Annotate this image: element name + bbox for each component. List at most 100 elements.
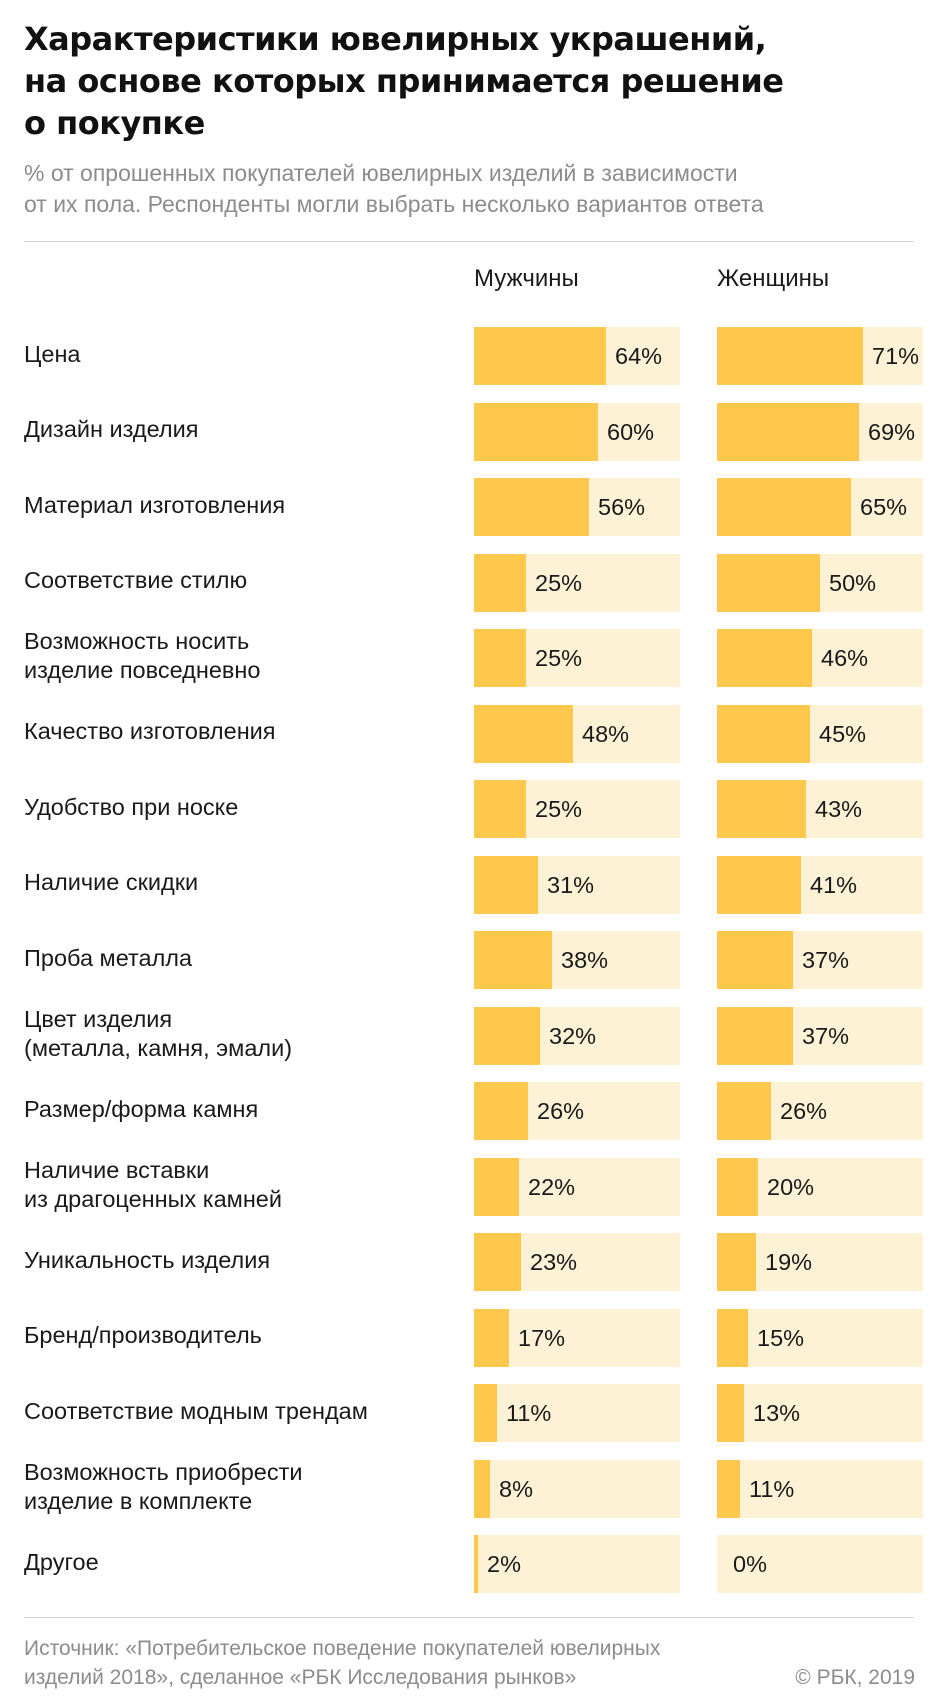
category-label: Бренд/производитель <box>24 1322 262 1348</box>
bar-men <box>474 1308 509 1367</box>
category-label: Цена <box>24 340 81 367</box>
bar-women <box>717 1006 793 1065</box>
value-label-women: 20% <box>767 1173 815 1200</box>
bar-women <box>717 931 793 989</box>
bar-men <box>474 1157 519 1216</box>
bar-men <box>474 1006 540 1065</box>
category-label: Наличие скидки <box>24 869 199 895</box>
chart-title: Характеристики ювелирных украшений, на о… <box>24 20 784 142</box>
bar-track-men: 31% <box>474 855 680 914</box>
value-label-women: 46% <box>821 645 869 671</box>
value-label-women: 41% <box>810 871 858 898</box>
chart-subtitle: % от опрошенных покупателей ювелирных из… <box>24 160 764 217</box>
category-label: Другое <box>24 1548 99 1575</box>
bar-track-women: 69% <box>717 402 923 461</box>
value-label-women: 71% <box>872 343 920 369</box>
bar-men <box>474 1082 528 1140</box>
bottom-divider <box>24 1617 914 1618</box>
bar-women <box>717 780 806 838</box>
bar-track-men: 56% <box>474 478 680 536</box>
category-label: Удобство при носке <box>24 793 239 820</box>
bar-women <box>717 327 863 385</box>
bar-men <box>474 780 526 838</box>
value-label-men: 25% <box>535 796 583 822</box>
bar-men <box>474 931 552 989</box>
value-label-women: 19% <box>765 1249 813 1275</box>
bar-track-women: 45% <box>717 704 923 763</box>
value-label-men: 26% <box>537 1098 585 1124</box>
value-label-women: 43% <box>815 796 863 822</box>
bar-track-women: 13% <box>717 1384 923 1442</box>
category-label: Проба металла <box>24 944 193 971</box>
bar-track-women: 71% <box>717 327 923 385</box>
bar-track-women: 46% <box>717 629 923 687</box>
value-label-men: 56% <box>598 494 646 520</box>
category-label: Возможность носить изделие повседневно <box>24 628 261 683</box>
bar-track-women: 11% <box>717 1459 923 1518</box>
bar-women <box>717 1233 756 1291</box>
bar-women <box>717 629 812 687</box>
bar-track-women: 37% <box>717 931 923 989</box>
value-label-men: 48% <box>582 720 630 747</box>
bar-track-men: 60% <box>474 402 680 461</box>
bar-track-women: 50% <box>717 553 923 612</box>
bar-women <box>717 1157 758 1216</box>
value-label-men: 64% <box>615 343 663 369</box>
value-label-women: 13% <box>753 1400 801 1426</box>
value-label-men: 60% <box>607 418 655 445</box>
category-label: Соответствие стилю <box>24 567 248 593</box>
bar-track-men: 25% <box>474 780 680 838</box>
bar-women <box>717 1308 748 1367</box>
value-label-women: 50% <box>829 569 877 596</box>
bar-track-men: 11% <box>474 1384 680 1442</box>
bar-men <box>474 629 526 687</box>
bar-track-women: 19% <box>717 1233 923 1291</box>
value-label-women: 65% <box>860 494 908 520</box>
bar-track-men: 64% <box>474 327 680 385</box>
value-label-women: 11% <box>749 1475 795 1502</box>
value-label-women: 0% <box>733 1551 767 1577</box>
value-label-women: 37% <box>802 947 850 973</box>
bar-track-men: 25% <box>474 553 680 612</box>
bar-track-men: 2% <box>474 1535 680 1593</box>
bar-track-men: 22% <box>474 1157 680 1216</box>
bar-men <box>474 402 598 461</box>
top-divider <box>24 241 914 242</box>
bar-women <box>717 553 820 612</box>
bar-track-men: 26% <box>474 1082 680 1140</box>
value-label-men: 25% <box>535 645 583 671</box>
category-label: Размер/форма камня <box>24 1095 259 1122</box>
value-label-men: 32% <box>549 1022 597 1049</box>
bar-women <box>717 1384 744 1442</box>
value-label-men: 11% <box>506 1400 552 1426</box>
value-label-men: 23% <box>530 1249 578 1275</box>
category-label: Уникальность изделия <box>24 1246 271 1273</box>
value-label-men: 17% <box>518 1324 566 1351</box>
bar-women <box>717 1459 740 1518</box>
bar-men <box>474 1233 521 1291</box>
bar-men <box>474 553 526 612</box>
source-note: Источник: «Потребительское поведение пок… <box>24 1637 661 1689</box>
bar-track-women: 37% <box>717 1006 923 1065</box>
category-label: Материал изготовления <box>24 491 286 518</box>
value-label-men: 25% <box>535 569 583 596</box>
bar-track-men: 38% <box>474 931 680 989</box>
bar-track-women: 0% <box>717 1535 923 1593</box>
value-label-women: 45% <box>819 720 867 747</box>
bar-track-men: 23% <box>474 1233 680 1291</box>
column-header-women: Женщины <box>717 265 830 292</box>
bar-track-women: 43% <box>717 780 923 838</box>
bar-men <box>474 327 606 385</box>
category-label: Наличие вставки из драгоценных камней <box>24 1156 282 1212</box>
value-label-men: 38% <box>561 947 609 973</box>
value-label-men: 22% <box>528 1173 576 1200</box>
value-label-men: 2% <box>487 1551 521 1577</box>
bar-track-men: 8% <box>474 1459 680 1518</box>
bar-men <box>474 1459 490 1518</box>
value-label-women: 15% <box>757 1324 805 1351</box>
copyright: © РБК, 2019 <box>795 1666 915 1689</box>
bar-track-men: 32% <box>474 1006 680 1065</box>
bar-track-men: 17% <box>474 1308 680 1367</box>
column-header-men: Мужчины <box>474 265 579 292</box>
